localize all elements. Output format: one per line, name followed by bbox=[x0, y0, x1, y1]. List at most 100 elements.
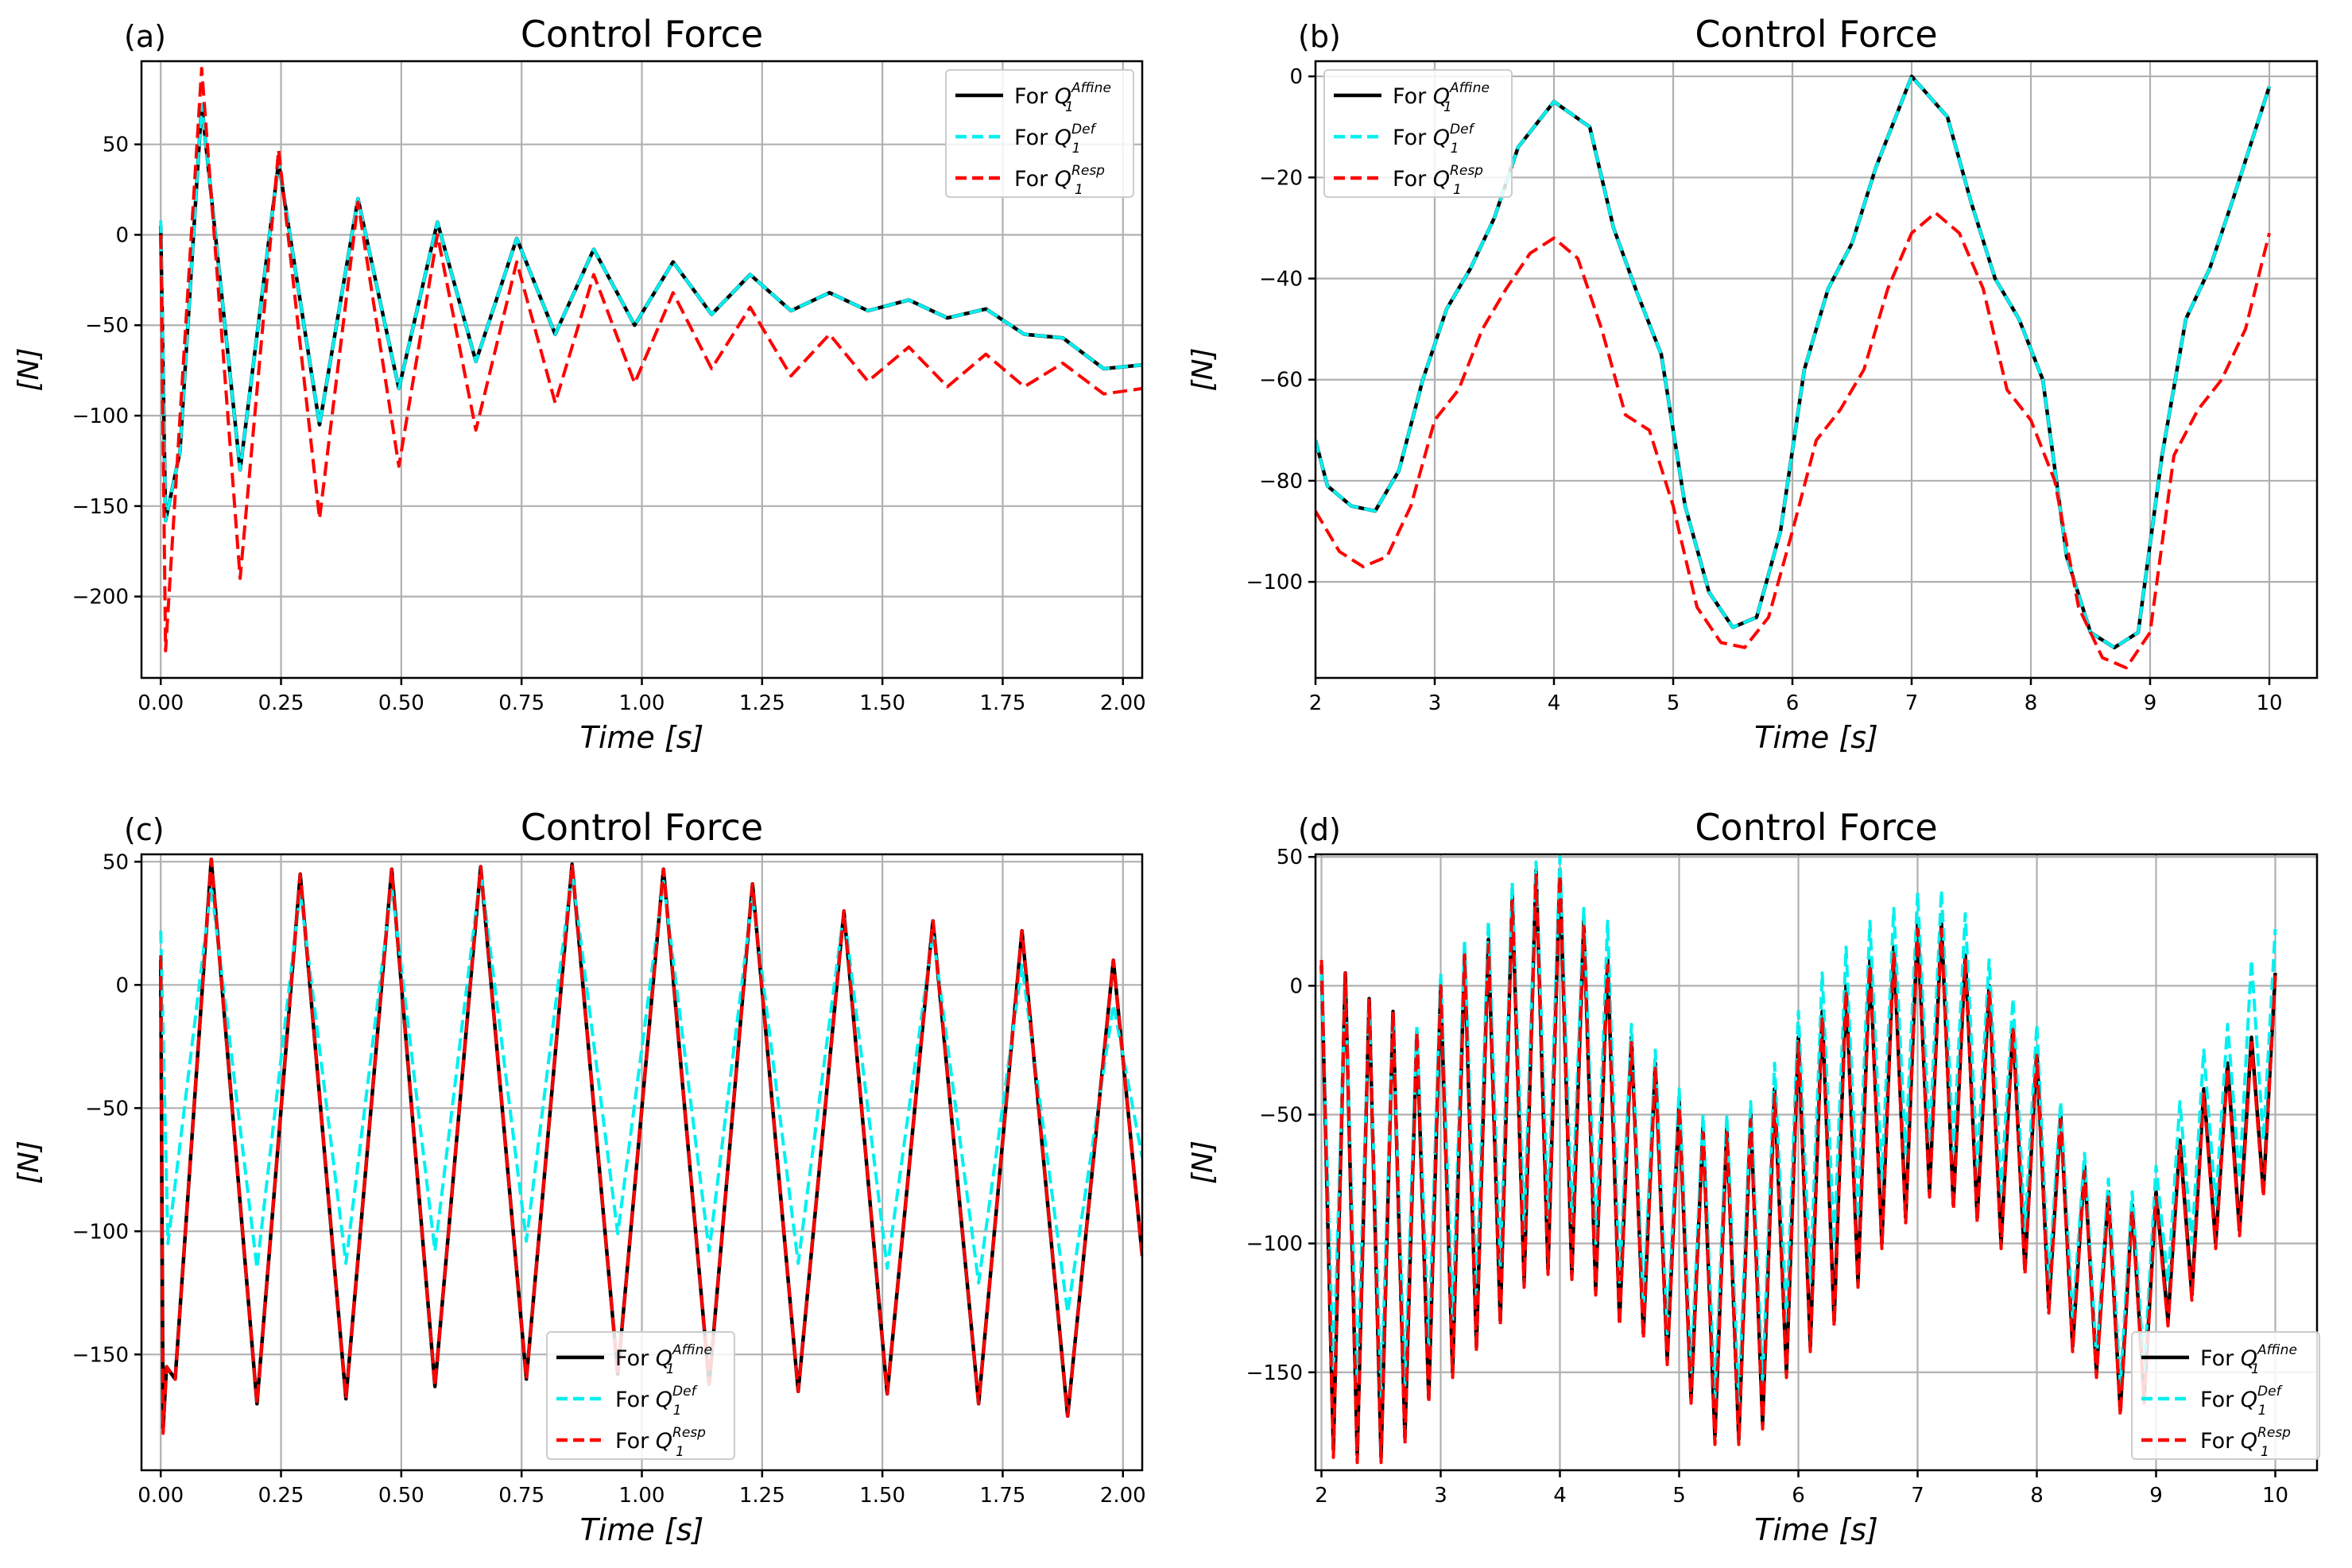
legend-superscript: Def bbox=[2257, 1384, 2284, 1400]
panel-label: (d) bbox=[1298, 812, 1341, 847]
legend-subscript: 1 bbox=[1075, 182, 1083, 198]
y-tick-label: −50 bbox=[1259, 1104, 1303, 1128]
y-axis-label: [N] bbox=[1187, 347, 1219, 391]
x-tick-label: 1.25 bbox=[739, 691, 785, 715]
legend-subscript: 1 bbox=[1443, 99, 1452, 115]
legend-symbol: Q bbox=[1055, 84, 1071, 109]
legend-label-def: For QDef 1 bbox=[1393, 122, 1476, 157]
x-tick-label: 3 bbox=[1434, 1484, 1447, 1508]
x-tick-label: 1.75 bbox=[980, 1484, 1026, 1508]
series-line-resp bbox=[1319, 873, 2277, 1465]
panel-b: 2 3 4 5 6 7 8 9 10 −100 −80 −60 −40 −20 0 Control Force… bbox=[1187, 13, 2319, 755]
y-tick-label: 0 bbox=[1289, 974, 1303, 998]
legend-prefix: For bbox=[1393, 126, 1433, 150]
legend-prefix: For bbox=[2200, 1346, 2241, 1371]
x-tick-label: 5 bbox=[1667, 691, 1680, 715]
legend-label-affine: For QAffine 1 bbox=[1393, 80, 1490, 115]
x-tick-label: 9 bbox=[2144, 691, 2157, 715]
x-tick-label: 2.00 bbox=[1100, 691, 1146, 715]
y-tick-label: 0 bbox=[1289, 65, 1303, 89]
x-tick-label: 1.00 bbox=[619, 1484, 665, 1508]
legend-prefix: For bbox=[1014, 167, 1055, 192]
legend-superscript: Def bbox=[1071, 122, 1098, 137]
legend-symbol: Q bbox=[1433, 167, 1450, 192]
legend-symbol: Q bbox=[1055, 167, 1071, 192]
y-tick-label: −40 bbox=[1259, 268, 1303, 292]
legend-subscript: 1 bbox=[673, 1403, 682, 1419]
legend-symbol: Q bbox=[2241, 1429, 2257, 1454]
series-line-def bbox=[1315, 75, 2271, 649]
legend-superscript: Affine bbox=[672, 1342, 712, 1358]
chart-title: Control Force bbox=[1695, 806, 1937, 849]
legend-prefix: For bbox=[1014, 84, 1055, 109]
legend-superscript: Affine bbox=[1449, 80, 1490, 96]
legend-subscript: 1 bbox=[676, 1444, 684, 1460]
legend-box bbox=[546, 1331, 735, 1460]
plot-frame bbox=[1314, 853, 2319, 1472]
legend-prefix: For bbox=[1393, 167, 1433, 192]
legend-subscript: 1 bbox=[1453, 182, 1462, 198]
legend-symbol: Q bbox=[656, 1346, 672, 1371]
x-tick-label: 8 bbox=[2030, 1484, 2044, 1508]
legend-label-def: For QDef 1 bbox=[1014, 122, 1098, 157]
x-tick-label: 1.50 bbox=[859, 691, 905, 715]
legend-superscript: Def bbox=[672, 1384, 699, 1400]
panel-d: 2 3 4 5 6 7 8 9 10 −150 −100 −50 0 50 Control Force (d)… bbox=[1187, 806, 2320, 1547]
y-tick-label: −100 bbox=[72, 1220, 129, 1244]
legend-symbol: Q bbox=[2241, 1346, 2257, 1371]
legend-superscript: Affine bbox=[1071, 80, 1111, 96]
y-axis-label: [N] bbox=[1187, 1140, 1219, 1184]
plot-frame bbox=[1314, 60, 2319, 679]
legend-label-resp: For QResp 1 bbox=[2200, 1425, 2291, 1460]
y-tick-label: 50 bbox=[1277, 846, 1303, 869]
y-tick-label: −200 bbox=[72, 586, 129, 610]
x-tick-label: 6 bbox=[1792, 1484, 1805, 1508]
legend-subscript: 1 bbox=[1451, 141, 1459, 157]
x-tick-label: 4 bbox=[1553, 1484, 1567, 1508]
x-tick-label: 2.00 bbox=[1100, 1484, 1146, 1508]
x-tick-label: 1.75 bbox=[980, 691, 1026, 715]
y-tick-label: −50 bbox=[85, 314, 129, 338]
legend-prefix: For bbox=[615, 1388, 656, 1412]
panel-c: 0.00 0.25 0.50 0.75 1.00 1.25 1.50 1.75 2.00 −150… bbox=[13, 806, 1146, 1547]
y-tick-label: −150 bbox=[72, 495, 129, 519]
legend-superscript: Resp bbox=[1071, 163, 1105, 179]
legend-prefix: For bbox=[2200, 1429, 2241, 1454]
series-group bbox=[1319, 855, 2277, 1465]
x-tick-label: 4 bbox=[1548, 691, 1561, 715]
series-line-resp bbox=[159, 67, 1142, 652]
y-tick-label: 50 bbox=[103, 850, 129, 874]
x-tick-label: 0.50 bbox=[378, 691, 424, 715]
x-tick-label: 8 bbox=[2025, 691, 2038, 715]
x-axis-label: Time [s] bbox=[580, 1512, 704, 1547]
series-group bbox=[1315, 74, 2272, 670]
legend-subscript: 1 bbox=[1065, 99, 1074, 115]
x-tick-label: 7 bbox=[1911, 1484, 1924, 1508]
legend-box bbox=[1323, 69, 1513, 198]
legend-label-affine: For QAffine 1 bbox=[2200, 1342, 2297, 1377]
chart-title: Control Force bbox=[1695, 13, 1937, 56]
y-axis-label: [N] bbox=[13, 1140, 45, 1184]
legend-symbol: Q bbox=[2241, 1388, 2257, 1412]
x-tick-label: 0.00 bbox=[138, 1484, 184, 1508]
x-tick-label: 9 bbox=[2149, 1484, 2163, 1508]
chart-title: Control Force bbox=[521, 13, 763, 56]
legend-subscript: 1 bbox=[666, 1361, 675, 1377]
x-axis-label: Time [s] bbox=[1754, 720, 1878, 755]
legend-box bbox=[2131, 1331, 2320, 1460]
y-tick-label: −20 bbox=[1259, 166, 1303, 190]
series-line-def bbox=[159, 103, 1142, 522]
y-tick-label: −80 bbox=[1259, 470, 1303, 494]
x-tick-label: 0.75 bbox=[498, 691, 544, 715]
legend-symbol: Q bbox=[1433, 84, 1450, 109]
y-tick-label: 0 bbox=[115, 974, 129, 997]
panel-label: (c) bbox=[124, 812, 165, 847]
y-tick-label: −100 bbox=[1246, 571, 1303, 594]
y-tick-label: −50 bbox=[85, 1097, 129, 1121]
series-group bbox=[158, 857, 1142, 1435]
legend-superscript: Resp bbox=[672, 1425, 706, 1441]
x-tick-label: 10 bbox=[2256, 691, 2282, 715]
legend-symbol: Q bbox=[1433, 126, 1450, 150]
